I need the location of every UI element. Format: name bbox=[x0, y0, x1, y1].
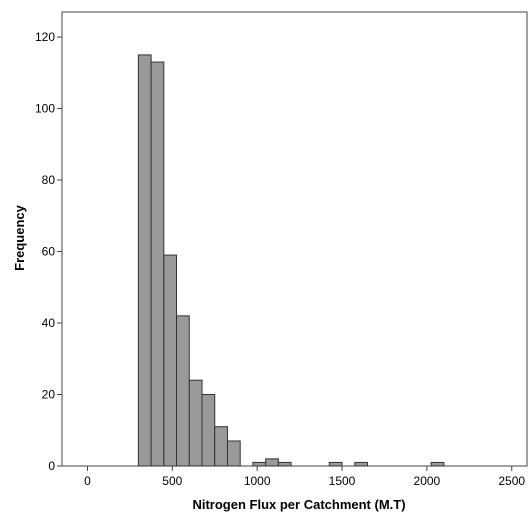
y-tick-label-2: 40 bbox=[42, 316, 56, 330]
histogram-bar-3 bbox=[176, 315, 190, 467]
histogram-bar-2 bbox=[163, 254, 178, 467]
y-tick-label-3: 60 bbox=[42, 245, 56, 259]
x-tick-label-4: 2000 bbox=[414, 474, 441, 488]
histogram-bar-5 bbox=[201, 394, 216, 467]
x-axis: 0 500 1000 1500 2000 2500 bbox=[84, 466, 525, 488]
x-tick-label-3: 1500 bbox=[329, 474, 356, 488]
histogram-bar-6 bbox=[214, 426, 228, 467]
y-axis: 0 20 40 60 80 100 120 bbox=[35, 30, 62, 473]
histogram-bar-11 bbox=[328, 461, 343, 467]
x-tick-label-2: 1000 bbox=[244, 474, 271, 488]
y-tick-label-6: 120 bbox=[35, 30, 55, 44]
y-axis-title: Frequency bbox=[12, 204, 27, 271]
histogram-bar-4 bbox=[188, 379, 203, 467]
histogram-bar-1 bbox=[150, 61, 165, 467]
histogram-bar-7 bbox=[226, 440, 241, 467]
x-axis-title: Nitrogen Flux per Catchment (M.T) bbox=[192, 497, 405, 512]
histogram-bar-12 bbox=[354, 461, 368, 467]
y-tick-label-5: 100 bbox=[35, 102, 55, 116]
histogram-bar-10 bbox=[277, 461, 292, 467]
histogram-bar-13 bbox=[430, 461, 445, 467]
x-tick-label-5: 2500 bbox=[498, 474, 525, 488]
plot-frame bbox=[61, 11, 528, 467]
x-tick-label-1: 500 bbox=[162, 474, 182, 488]
y-tick-label-1: 20 bbox=[42, 388, 56, 402]
histogram-bar-0 bbox=[137, 54, 152, 467]
bars-layer bbox=[137, 54, 445, 467]
histogram-bar-8 bbox=[252, 461, 267, 467]
y-tick-label-4: 80 bbox=[42, 173, 56, 187]
y-tick-label-0: 0 bbox=[48, 459, 55, 473]
histogram-bar-9 bbox=[265, 458, 279, 467]
x-tick-label-0: 0 bbox=[84, 474, 91, 488]
